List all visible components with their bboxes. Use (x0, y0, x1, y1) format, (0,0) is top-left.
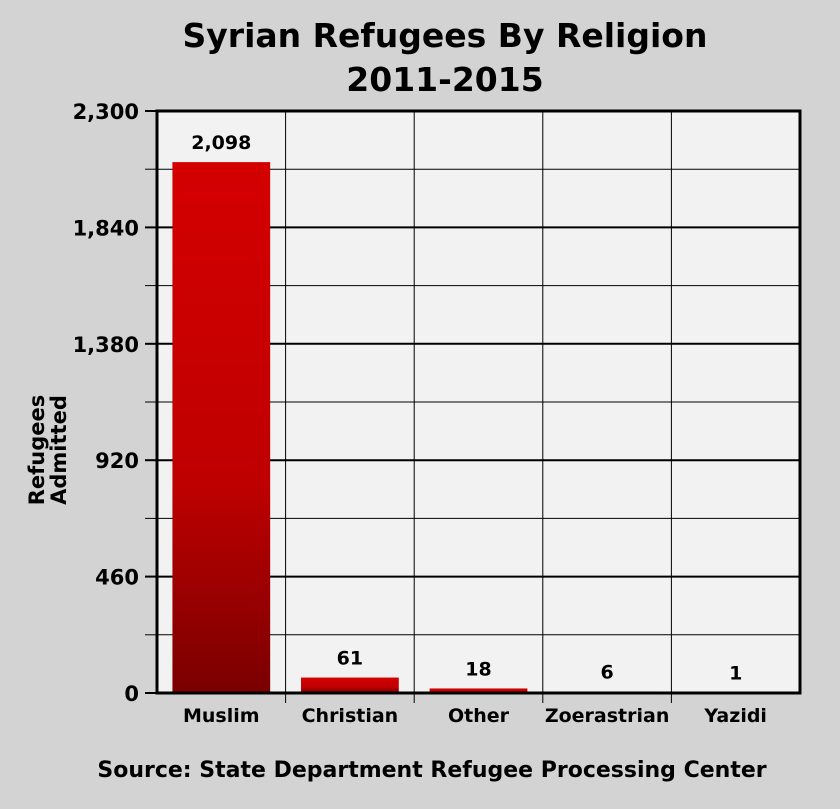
y-tick-label: 460 (95, 566, 139, 590)
y-tick-label: 0 (124, 682, 139, 706)
y-tick-label: 1,380 (73, 333, 139, 357)
y-tick-label: 2,300 (73, 100, 139, 124)
y-axis-label-line-2: Admitted (47, 395, 71, 505)
chart-subtitle: 2011-2015 (346, 60, 543, 99)
data-label-christian: 61 (337, 648, 363, 670)
y-tick-labels: 0 460 920 1,380 1,840 2,300 (73, 100, 139, 706)
x-tick-label: Other (448, 705, 510, 727)
x-tick-label: Zoerastrian (545, 705, 670, 727)
x-tick-labels: Muslim Christian Other Zoerastrian Yazidi (183, 705, 767, 727)
data-label-muslim: 2,098 (191, 132, 251, 154)
x-tick-label: Muslim (183, 705, 260, 727)
bars (172, 162, 785, 694)
x-tick-label: Yazidi (703, 705, 767, 727)
source-note: Source: State Department Refugee Process… (97, 758, 766, 783)
data-label-other: 18 (465, 658, 491, 680)
y-axis-label-line-1: Refugees (25, 395, 49, 506)
bar-christian (301, 677, 399, 693)
bar-muslim (172, 162, 271, 694)
y-tick-label: 920 (95, 449, 139, 473)
plot-border (155, 109, 802, 695)
data-label-yazidi: 1 (729, 663, 742, 685)
x-tick-label: Christian (302, 705, 399, 727)
y-tick-label: 1,840 (73, 216, 139, 240)
y-axis-label: Refugees Admitted (25, 395, 71, 506)
data-label-zoerastrian: 6 (600, 661, 613, 683)
chart-title: Syrian Refugees By Religion (183, 16, 708, 55)
bar-other (429, 688, 528, 693)
